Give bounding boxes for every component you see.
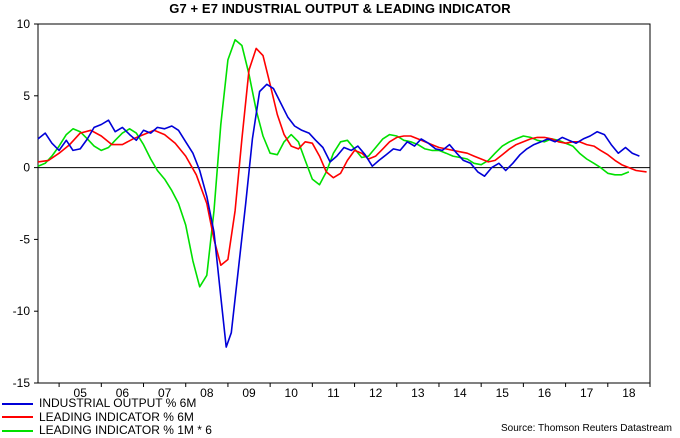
x-tick-label: 11 bbox=[327, 386, 340, 400]
x-tick-label: 06 bbox=[116, 386, 130, 400]
x-tick-label: 18 bbox=[622, 386, 636, 400]
legend-label-leading-6m: LEADING INDICATOR % 6M bbox=[39, 409, 194, 424]
legend-label-industrial-output: INDUSTRIAL OUTPUT % 6M bbox=[39, 396, 197, 410]
x-tick-label: 12 bbox=[369, 386, 383, 400]
axes bbox=[34, 23, 651, 387]
x-tick-label: 05 bbox=[74, 386, 88, 400]
tick-labels: 10 5 0 -5 -10 -15 05 06 07 08 09 10 11 12 13 14 15 16 17 18 bbox=[13, 17, 636, 400]
x-tick-label: 17 bbox=[580, 386, 594, 400]
chart-title: G7 + E7 INDUSTRIAL OUTPUT & LEADING INDI… bbox=[169, 1, 511, 16]
series-line-leading-1m bbox=[37, 39, 630, 288]
y-tick-label: -15 bbox=[13, 376, 31, 390]
plot-frame bbox=[37, 23, 651, 384]
y-tick-label: -5 bbox=[19, 232, 30, 246]
x-tick-label: 13 bbox=[411, 386, 425, 400]
series-line-leading-6m bbox=[37, 47, 647, 266]
source-note: Source: Thomson Reuters Datastream bbox=[500, 423, 672, 434]
legend-item-leading-1m: LEADING INDICATOR % 1M * 6 bbox=[2, 423, 212, 438]
x-tick-label: 16 bbox=[538, 386, 552, 400]
y-tick-label: -10 bbox=[13, 304, 31, 318]
legend-swatch-leading-6m bbox=[2, 416, 33, 419]
legend: INDUSTRIAL OUTPUT % 6M LEADING INDICATOR… bbox=[2, 396, 212, 438]
x-tick-label: 08 bbox=[200, 386, 214, 400]
legend-item-industrial-output: INDUSTRIAL OUTPUT % 6M bbox=[2, 396, 212, 411]
y-tick-label: 5 bbox=[23, 89, 30, 103]
x-tick-label: 09 bbox=[242, 386, 256, 400]
legend-swatch-industrial-output bbox=[2, 402, 33, 405]
y-tick-label: 0 bbox=[23, 161, 30, 175]
legend-label-leading-1m: LEADING INDICATOR % 1M * 6 bbox=[39, 423, 212, 437]
y-tick-label: 10 bbox=[17, 17, 31, 31]
series-lines bbox=[37, 39, 647, 348]
x-tick-label: 07 bbox=[158, 386, 172, 400]
x-tick-label: 10 bbox=[285, 386, 299, 400]
x-tick-label: 15 bbox=[496, 386, 510, 400]
series-line-industrial-output bbox=[37, 83, 640, 348]
x-tick-label: 14 bbox=[453, 386, 467, 400]
legend-swatch-leading-1m bbox=[2, 429, 33, 432]
legend-item-leading-6m: LEADING INDICATOR % 6M bbox=[2, 409, 212, 425]
